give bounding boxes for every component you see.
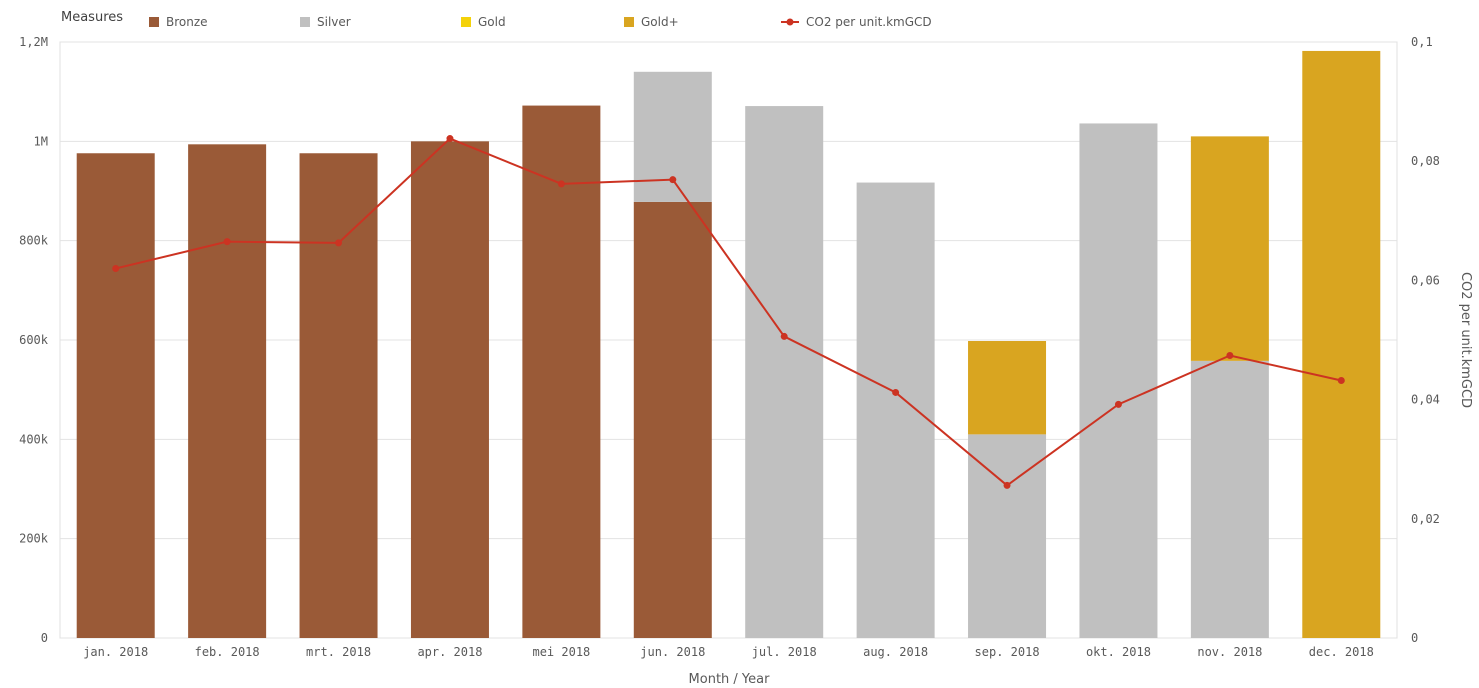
co2-point [1114,400,1122,408]
x-tick-label: mei 2018 [532,645,590,659]
co2-line-series [112,135,1345,489]
legend-swatch [461,17,471,27]
bar-silver [1079,123,1158,639]
legend-item-gold: Gold [461,15,506,29]
x-axis-title: Month / Year [689,672,771,687]
legend-item-bronze: Bronze [149,15,208,29]
bar-gold- [1190,136,1269,361]
right-tick-label: 0,02 [1411,512,1440,526]
left-tick-label: 1,2M [19,35,48,49]
bar-bronze [299,153,378,638]
legend-label: Gold [478,15,506,29]
co2-point [780,332,788,340]
x-tick-label: feb. 2018 [195,645,260,659]
co2-point [1003,481,1011,489]
bars [76,50,1381,639]
bar-gold- [1302,50,1381,638]
legend-line-marker [786,18,794,26]
legend-label: Silver [317,15,351,29]
co2-point [557,180,565,188]
co2-point [892,388,900,396]
co2-line [115,137,1342,487]
co2-point [1226,351,1234,359]
x-tick-label: jan. 2018 [83,645,148,659]
left-tick-label: 400k [19,432,49,446]
co2-point [335,239,343,247]
right-tick-label: 0,1 [1411,35,1433,49]
x-tick-label: okt. 2018 [1086,645,1151,659]
co2-point [1337,377,1345,385]
legend-swatch [300,17,310,27]
co2-point [112,264,120,272]
right-tick-label: 0,04 [1411,393,1440,407]
left-tick-label: 800k [19,234,49,248]
legend-swatch [624,17,634,27]
legend-swatch [149,17,159,27]
right-axis-title: CO2 per unit.kmGCD [1458,272,1473,408]
bar-silver [745,106,824,638]
co2-point [446,135,454,143]
axes: 0 200k 400k 600k 800k 1M 1,2M 0 0,02 0,04 0,06 0,08… [19,35,1440,659]
legend-item-gold-: Gold+ [624,15,679,29]
left-tick-label: 600k [19,333,49,347]
bar-bronze [633,201,712,638]
x-tick-label: apr. 2018 [417,645,482,659]
right-tick-label: 0,06 [1411,273,1440,287]
bar-gold- [968,340,1047,435]
legend-item-co2: CO2 per unit.kmGCD [781,15,932,29]
co2-point [223,238,231,246]
gridlines [59,41,1398,639]
legend-label: Gold+ [641,15,679,29]
x-tick-label: jun. 2018 [640,645,705,659]
right-tick-label: 0 [1411,631,1418,645]
legend-label: CO2 per unit.kmGCD [806,15,932,29]
legend-title: Measures [61,10,123,25]
left-tick-label: 1M [34,134,48,148]
legend-label: Bronze [166,15,208,29]
bar-bronze [76,153,155,638]
x-tick-label: sep. 2018 [975,645,1040,659]
left-tick-label: 200k [19,532,49,546]
bar-silver [1190,360,1269,638]
x-tick-label: dec. 2018 [1309,645,1374,659]
legend-item-silver: Silver [300,15,351,29]
left-tick-label: 0 [41,631,48,645]
bar-bronze [188,144,267,638]
bar-bronze [410,141,489,639]
x-tick-label: nov. 2018 [1197,645,1262,659]
x-tick-label: jul. 2018 [752,645,817,659]
x-tick-label: mrt. 2018 [306,645,371,659]
right-tick-label: 0,08 [1411,154,1440,168]
bar-bronze [522,105,601,638]
x-tick-label: aug. 2018 [863,645,928,659]
bar-silver [856,182,935,638]
legend[interactable]: Measures Bronze Silver Gold Gold+ CO2 per uni… [61,10,932,29]
bar-silver [968,434,1047,638]
co2-point [669,176,677,184]
